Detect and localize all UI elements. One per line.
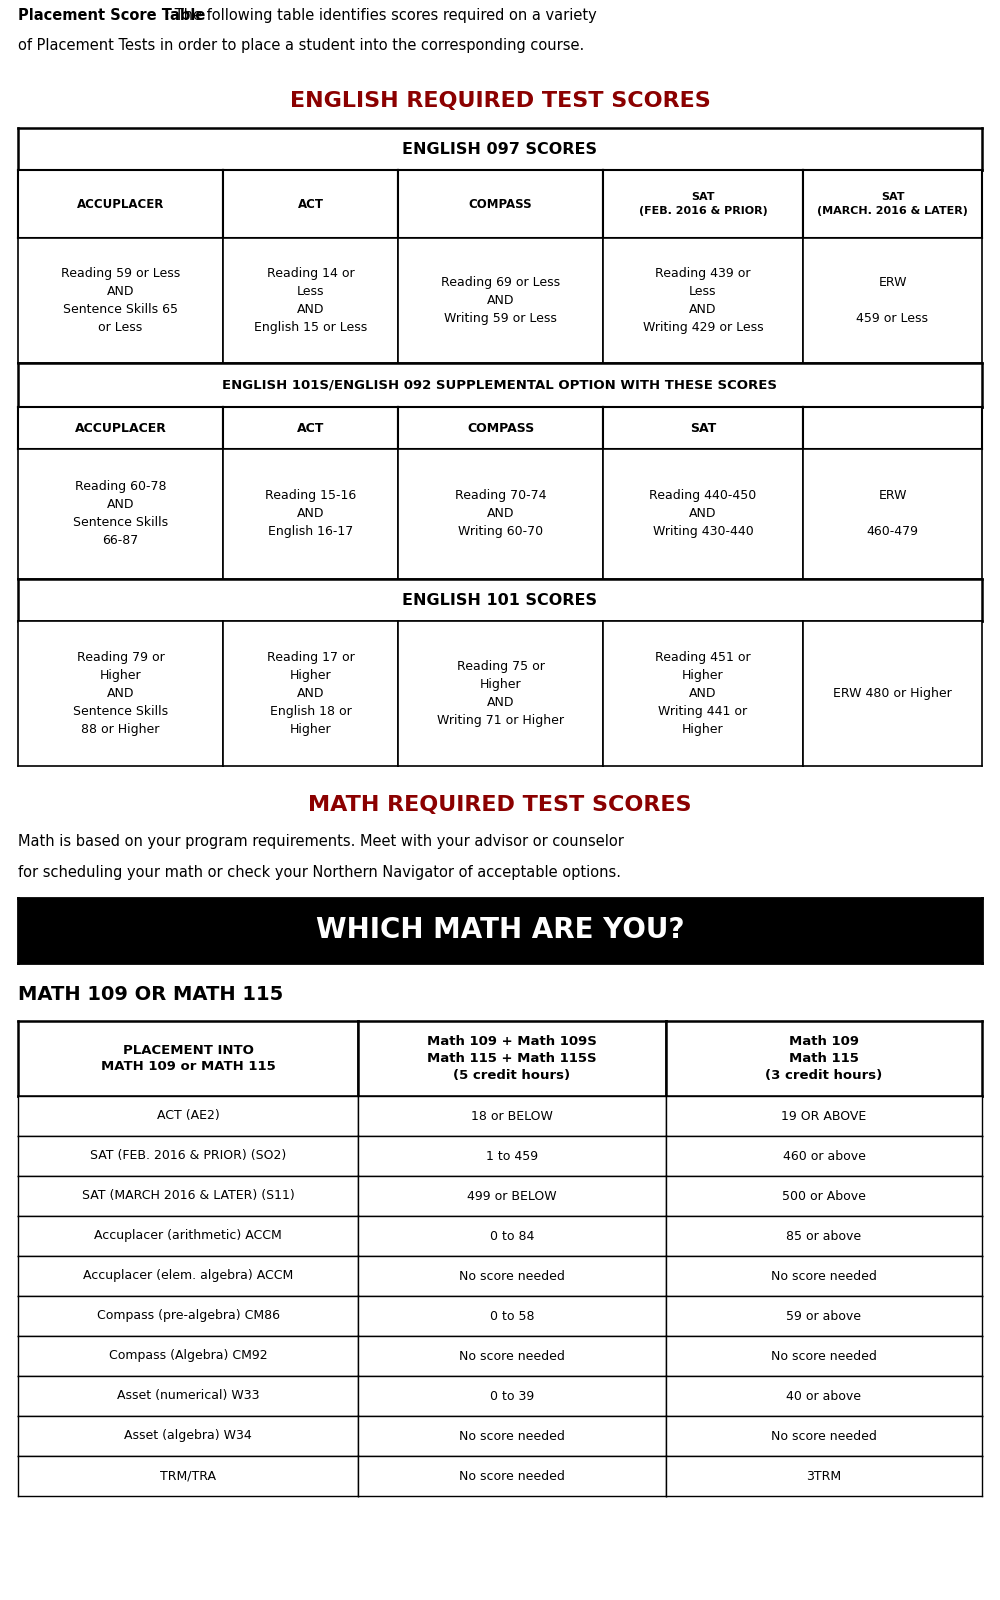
Text: Compass (Algebra) CM92: Compass (Algebra) CM92 — [109, 1349, 267, 1363]
Text: Math 109
Math 115
(3 credit hours): Math 109 Math 115 (3 credit hours) — [765, 1035, 883, 1082]
Text: No score needed: No score needed — [459, 1429, 565, 1443]
Text: ENGLISH REQUIRED TEST SCORES: ENGLISH REQUIRED TEST SCORES — [290, 91, 710, 110]
Text: Accuplacer (arithmetic) ACCM: Accuplacer (arithmetic) ACCM — [94, 1229, 282, 1243]
Text: PLACEMENT INTO
MATH 109 or MATH 115: PLACEMENT INTO MATH 109 or MATH 115 — [101, 1043, 275, 1074]
Text: 500 or Above: 500 or Above — [782, 1189, 866, 1203]
Text: SAT (MARCH 2016 & LATER) (S11): SAT (MARCH 2016 & LATER) (S11) — [82, 1189, 294, 1203]
Text: 3TRM: 3TRM — [806, 1469, 842, 1483]
Text: SAT (FEB. 2016 & PRIOR) (SO2): SAT (FEB. 2016 & PRIOR) (SO2) — [90, 1149, 286, 1163]
Text: 0 to 39: 0 to 39 — [490, 1389, 534, 1403]
Text: Reading 79 or
Higher
AND
Sentence Skills
88 or Higher: Reading 79 or Higher AND Sentence Skills… — [73, 651, 168, 736]
Text: ERW

460-479: ERW 460-479 — [866, 490, 918, 539]
Text: ENGLISH 101S/ENGLISH 092 SUPPLEMENTAL OPTION WITH THESE SCORES: ENGLISH 101S/ENGLISH 092 SUPPLEMENTAL OP… — [222, 379, 778, 392]
Text: ACT: ACT — [298, 197, 324, 211]
Text: ERW 480 or Higher: ERW 480 or Higher — [833, 686, 952, 701]
Text: Compass (pre-algebra) CM86: Compass (pre-algebra) CM86 — [97, 1309, 280, 1323]
Text: 19 OR ABOVE: 19 OR ABOVE — [781, 1109, 867, 1123]
Text: 460 or above: 460 or above — [783, 1149, 865, 1163]
Text: Accuplacer (elem. algebra) ACCM: Accuplacer (elem. algebra) ACCM — [83, 1269, 293, 1283]
Text: MATH REQUIRED TEST SCORES: MATH REQUIRED TEST SCORES — [308, 795, 692, 814]
Text: Reading 60-78
AND
Sentence Skills
66-87: Reading 60-78 AND Sentence Skills 66-87 — [73, 480, 168, 547]
Text: No score needed: No score needed — [459, 1269, 565, 1283]
Text: Reading 451 or
Higher
AND
Writing 441 or
Higher: Reading 451 or Higher AND Writing 441 or… — [655, 651, 751, 736]
Text: Math 109 + Math 109S
Math 115 + Math 115S
(5 credit hours): Math 109 + Math 109S Math 115 + Math 115… — [427, 1035, 597, 1082]
Text: 40 or above: 40 or above — [786, 1389, 862, 1403]
Text: TRM/TRA: TRM/TRA — [160, 1469, 216, 1483]
Text: of Placement Tests in order to place a student into the corresponding course.: of Placement Tests in order to place a s… — [18, 38, 584, 53]
Text: ACCUPLACER: ACCUPLACER — [77, 197, 164, 211]
Text: Math is based on your program requirements. Meet with your advisor or counselor: Math is based on your program requiremen… — [18, 834, 624, 850]
Text: Reading 75 or
Higher
AND
Writing 71 or Higher: Reading 75 or Higher AND Writing 71 or H… — [437, 659, 564, 726]
Text: Reading 59 or Less
AND
Sentence Skills 65
or Less: Reading 59 or Less AND Sentence Skills 6… — [61, 267, 180, 334]
Text: ACCUPLACER: ACCUPLACER — [75, 421, 166, 435]
Text: No score needed: No score needed — [459, 1349, 565, 1363]
Text: No score needed: No score needed — [771, 1349, 877, 1363]
Text: for scheduling your math or check your Northern Navigator of acceptable options.: for scheduling your math or check your N… — [18, 864, 621, 880]
Text: Reading 14 or
Less
AND
English 15 or Less: Reading 14 or Less AND English 15 or Les… — [254, 267, 367, 334]
Text: Reading 69 or Less
AND
Writing 59 or Less: Reading 69 or Less AND Writing 59 or Les… — [441, 275, 560, 325]
Text: No score needed: No score needed — [771, 1269, 877, 1283]
Text: Reading 70-74
AND
Writing 60-70: Reading 70-74 AND Writing 60-70 — [455, 490, 546, 539]
Text: SAT
(FEB. 2016 & PRIOR): SAT (FEB. 2016 & PRIOR) — [639, 192, 767, 216]
Text: ERW

459 or Less: ERW 459 or Less — [856, 275, 928, 325]
Text: 1 to 459: 1 to 459 — [486, 1149, 538, 1163]
Text: ENGLISH 101 SCORES: ENGLISH 101 SCORES — [402, 592, 598, 608]
Text: 59 or above: 59 or above — [786, 1309, 862, 1323]
Text: SAT
(MARCH. 2016 & LATER): SAT (MARCH. 2016 & LATER) — [817, 192, 968, 216]
Text: Reading 440-450
AND
Writing 430-440: Reading 440-450 AND Writing 430-440 — [649, 490, 757, 539]
Text: Asset (numerical) W33: Asset (numerical) W33 — [117, 1389, 259, 1403]
Text: No score needed: No score needed — [459, 1469, 565, 1483]
Text: No score needed: No score needed — [771, 1429, 877, 1443]
Text: Asset (algebra) W34: Asset (algebra) W34 — [124, 1429, 252, 1443]
Text: : The following table identifies scores required on a variety: : The following table identifies scores … — [165, 8, 597, 22]
Text: 18 or BELOW: 18 or BELOW — [471, 1109, 553, 1123]
Text: ENGLISH 097 SCORES: ENGLISH 097 SCORES — [402, 141, 598, 157]
Text: SAT: SAT — [690, 421, 716, 435]
Text: MATH 109 OR MATH 115: MATH 109 OR MATH 115 — [18, 984, 283, 1003]
Text: Reading 15-16
AND
English 16-17: Reading 15-16 AND English 16-17 — [265, 490, 356, 539]
Text: 0 to 58: 0 to 58 — [490, 1309, 534, 1323]
Text: COMPASS: COMPASS — [469, 197, 532, 211]
Text: 85 or above: 85 or above — [786, 1229, 862, 1243]
Text: 499 or BELOW: 499 or BELOW — [467, 1189, 557, 1203]
Text: 0 to 84: 0 to 84 — [490, 1229, 534, 1243]
Text: Placement Score Table: Placement Score Table — [18, 8, 205, 22]
Text: Reading 439 or
Less
AND
Writing 429 or Less: Reading 439 or Less AND Writing 429 or L… — [643, 267, 763, 334]
Text: ACT: ACT — [297, 421, 324, 435]
Text: ACT (AE2): ACT (AE2) — [157, 1109, 219, 1123]
Text: Reading 17 or
Higher
AND
English 18 or
Higher: Reading 17 or Higher AND English 18 or H… — [267, 651, 354, 736]
Text: WHICH MATH ARE YOU?: WHICH MATH ARE YOU? — [316, 917, 684, 944]
Text: COMPASS: COMPASS — [467, 421, 534, 435]
